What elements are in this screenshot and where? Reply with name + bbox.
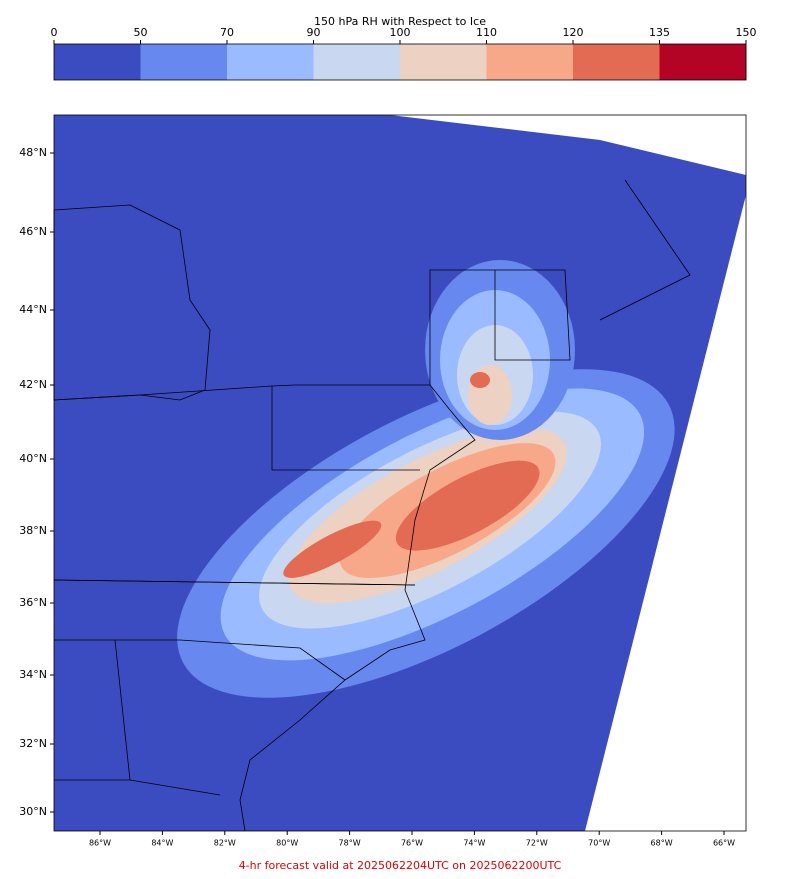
- colorbar-tick-label: 100: [390, 26, 411, 39]
- lat-label: 38°N: [19, 524, 47, 537]
- colorbar-segment: [227, 44, 314, 80]
- map: [53, 114, 747, 832]
- lat-label: 30°N: [19, 805, 47, 818]
- colorbar-segment: [400, 44, 487, 80]
- colorbar-segment: [313, 44, 401, 80]
- lon-label: 78°W: [339, 839, 361, 848]
- rh-contour: [470, 372, 490, 388]
- lon-label: 66°W: [713, 839, 735, 848]
- lon-label: 80°W: [276, 839, 298, 848]
- lat-label: 32°N: [19, 737, 47, 750]
- lon-label: 74°W: [463, 839, 485, 848]
- colorbar-segment: [573, 44, 660, 80]
- great-lakes: [53, 204, 211, 401]
- colorbar-frame: [53, 43, 747, 81]
- axis-labels: 48°N 46°N 44°N 42°N 40°N 38°N 36°N 34°N 32°N 30°N…: [19, 146, 735, 848]
- colorbar-tick-label: 0: [51, 26, 58, 39]
- lon-label: 68°W: [651, 839, 673, 848]
- colorbar-tick-label: 120: [563, 26, 584, 39]
- colorbar-segment: [54, 44, 141, 80]
- colorbar-segment: [140, 44, 228, 80]
- rh-field: [177, 369, 675, 698]
- lon-label: 84°W: [151, 839, 173, 848]
- lon-label: 82°W: [214, 839, 236, 848]
- colorbar-title: 150 hPa RH with Respect to Ice: [314, 15, 486, 28]
- colorbar-segment: [486, 44, 574, 80]
- map-frame: [53, 114, 747, 832]
- lon-label: 86°W: [89, 839, 111, 848]
- domain-edge: [390, 115, 746, 175]
- lon-label: 76°W: [401, 839, 423, 848]
- colorbar-segment: [659, 44, 747, 80]
- footer: 4-hr forecast valid at 2025062204UTC on …: [239, 859, 562, 872]
- colorbar-tick-label: 110: [476, 26, 497, 39]
- lat-label: 40°N: [19, 452, 47, 465]
- boundaries: [53, 179, 691, 796]
- colorbar-tick-label: 70: [220, 26, 234, 39]
- coastline: [53, 384, 476, 832]
- colorbar-tick-label: 50: [134, 26, 148, 39]
- rh-contour: [395, 460, 540, 551]
- lat-label: 44°N: [19, 303, 47, 316]
- lat-label: 34°N: [19, 668, 47, 681]
- colorbar-tick-label: 90: [307, 26, 321, 39]
- lat-label: 46°N: [19, 225, 47, 238]
- domain-edge: [585, 195, 746, 831]
- colorbar-tick-label: 135: [649, 26, 670, 39]
- lat-label: 42°N: [19, 378, 47, 391]
- lon-label: 70°W: [588, 839, 610, 848]
- lat-label: 48°N: [19, 146, 47, 159]
- lon-label: 72°W: [526, 839, 548, 848]
- colorbar-tick-label: 150: [736, 26, 757, 39]
- lat-label: 36°N: [19, 596, 47, 609]
- colorbar: 0 50 70 90 100 110 120 135 150: [51, 26, 757, 81]
- rh-contour: [283, 520, 382, 578]
